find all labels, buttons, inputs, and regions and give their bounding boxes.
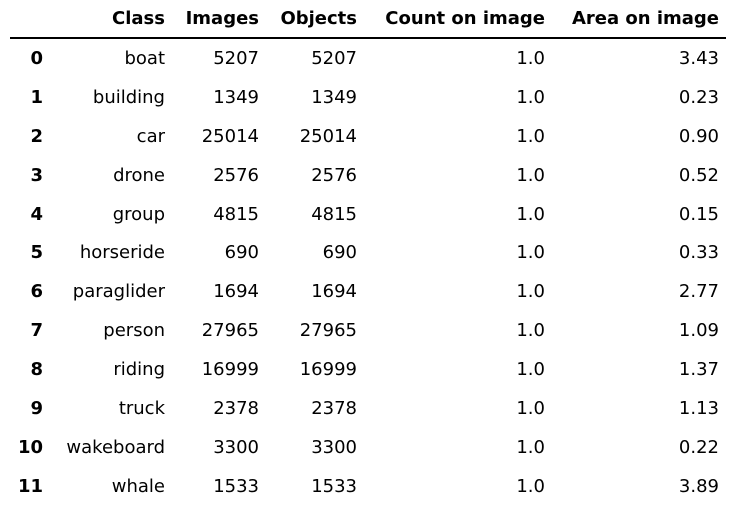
table-body: 0 boat 5207 5207 1.0 3.43 1 building 1349 1349 1.0… (10, 38, 726, 506)
count-on-image-cell: 1.0 (516, 86, 545, 108)
class-cell: building (92, 86, 165, 108)
count-on-image-cell: 1.0 (516, 125, 545, 147)
class-cell: riding (113, 359, 165, 381)
table-row: 6 paraglider 1694 1694 1.0 2.77 (10, 272, 726, 311)
objects-cell: 4815 (311, 203, 357, 225)
area-on-image-cell: 0.15 (678, 203, 719, 225)
class-cell: boat (124, 47, 165, 69)
row-index: 8 (30, 359, 43, 381)
table-row: 10 wakeboard 3300 3300 1.0 0.22 (10, 428, 726, 467)
images-header: Images (172, 0, 266, 39)
count-on-image-header: Count on image (364, 0, 552, 39)
row-index: 5 (30, 242, 43, 264)
area-on-image-header: Area on image (552, 0, 726, 39)
table-row: 9 truck 2378 2378 1.0 1.13 (10, 389, 726, 428)
row-index: 1 (30, 86, 43, 108)
table-row: 5 horseride 690 690 1.0 0.33 (10, 233, 726, 272)
table-row: 8 riding 16999 16999 1.0 1.37 (10, 350, 726, 389)
index-header (10, 0, 50, 39)
table-row: 7 person 27965 27965 1.0 1.09 (10, 311, 726, 350)
images-cell: 2576 (213, 164, 259, 186)
images-cell: 16999 (201, 359, 259, 381)
objects-cell: 2378 (311, 397, 357, 419)
objects-cell: 5207 (311, 47, 357, 69)
row-index: 3 (30, 164, 43, 186)
table-row: 11 whale 1533 1533 1.0 3.89 (10, 467, 726, 506)
header-row: Class Images Objects Count on image Area… (10, 0, 726, 39)
class-cell: horseride (79, 242, 165, 264)
area-on-image-cell: 0.52 (678, 164, 719, 186)
area-on-image-cell: 1.13 (678, 397, 719, 419)
class-cell: group (112, 203, 165, 225)
objects-cell: 2576 (311, 164, 357, 186)
images-cell: 3300 (213, 436, 259, 458)
images-cell: 1694 (213, 281, 259, 303)
count-on-image-cell: 1.0 (516, 203, 545, 225)
row-index: 2 (30, 125, 43, 147)
objects-cell: 1349 (311, 86, 357, 108)
table-row: 2 car 25014 25014 1.0 0.90 (10, 117, 726, 156)
row-index: 7 (30, 320, 43, 342)
objects-cell: 16999 (299, 359, 357, 381)
objects-cell: 1533 (311, 475, 357, 497)
images-cell: 25014 (201, 125, 259, 147)
row-index: 4 (30, 203, 43, 225)
area-on-image-cell: 1.09 (678, 320, 719, 342)
table-row: 1 building 1349 1349 1.0 0.23 (10, 78, 726, 117)
objects-cell: 27965 (299, 320, 357, 342)
table-row: 3 drone 2576 2576 1.0 0.52 (10, 156, 726, 195)
class-cell: person (103, 320, 165, 342)
class-cell: wakeboard (66, 436, 165, 458)
class-header: Class (50, 0, 172, 39)
objects-cell: 1694 (311, 281, 357, 303)
class-stats-table: Class Images Objects Count on image Area… (10, 0, 726, 506)
images-cell: 27965 (201, 320, 259, 342)
objects-header: Objects (266, 0, 364, 39)
row-index: 11 (17, 475, 43, 497)
objects-cell: 25014 (299, 125, 357, 147)
row-index: 6 (30, 281, 43, 303)
images-cell: 4815 (213, 203, 259, 225)
area-on-image-cell: 1.37 (678, 359, 719, 381)
count-on-image-cell: 1.0 (516, 475, 545, 497)
area-on-image-cell: 3.43 (678, 47, 719, 69)
images-cell: 5207 (213, 47, 259, 69)
images-cell: 690 (224, 242, 259, 264)
class-cell: drone (113, 164, 165, 186)
area-on-image-cell: 0.33 (678, 242, 719, 264)
count-on-image-cell: 1.0 (516, 47, 545, 69)
images-cell: 2378 (213, 397, 259, 419)
area-on-image-cell: 0.90 (678, 125, 719, 147)
count-on-image-cell: 1.0 (516, 359, 545, 381)
class-cell: car (136, 125, 165, 147)
objects-cell: 3300 (311, 436, 357, 458)
count-on-image-cell: 1.0 (516, 320, 545, 342)
count-on-image-cell: 1.0 (516, 397, 545, 419)
count-on-image-cell: 1.0 (516, 436, 545, 458)
row-index: 9 (30, 397, 43, 419)
area-on-image-cell: 0.22 (678, 436, 719, 458)
row-index: 10 (17, 436, 43, 458)
count-on-image-cell: 1.0 (516, 281, 545, 303)
class-cell: truck (118, 397, 165, 419)
class-cell: paraglider (72, 281, 165, 303)
row-index: 0 (30, 47, 43, 69)
images-cell: 1349 (213, 86, 259, 108)
images-cell: 1533 (213, 475, 259, 497)
area-on-image-cell: 0.23 (678, 86, 719, 108)
objects-cell: 690 (322, 242, 357, 264)
count-on-image-cell: 1.0 (516, 242, 545, 264)
table-row: 4 group 4815 4815 1.0 0.15 (10, 195, 726, 234)
area-on-image-cell: 2.77 (678, 281, 719, 303)
area-on-image-cell: 3.89 (678, 475, 719, 497)
table-row: 0 boat 5207 5207 1.0 3.43 (10, 38, 726, 78)
count-on-image-cell: 1.0 (516, 164, 545, 186)
class-cell: whale (111, 475, 165, 497)
